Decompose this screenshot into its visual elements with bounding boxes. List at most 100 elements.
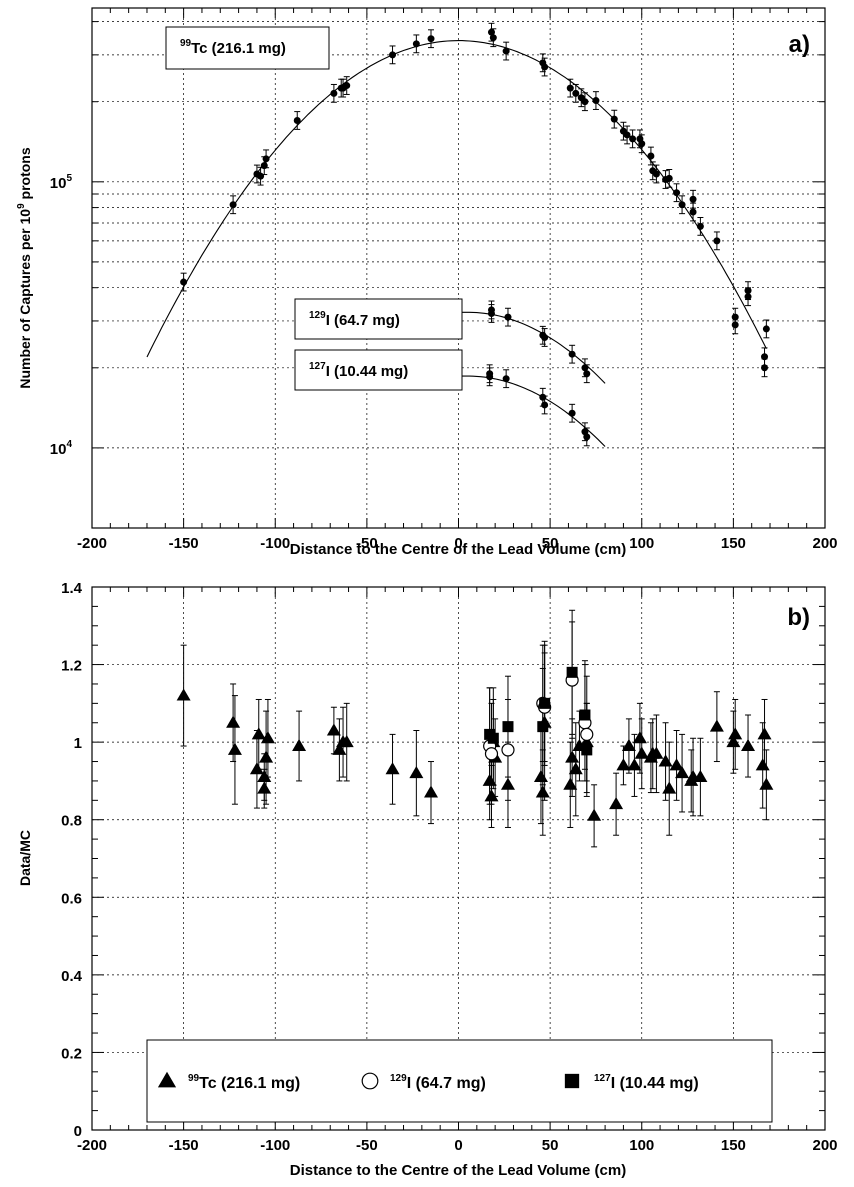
panel-b-data-point	[632, 731, 647, 744]
panel-b: -200 -150 -100 -50 0 50 100 150 200 0 0.2 0.4 0.6 0.8…	[17, 580, 838, 1179]
panel-b-x-tick-label: 50	[542, 1137, 559, 1154]
panel-b-data-point	[385, 762, 400, 775]
panel-a-axis-ticks: -200 -150 -100 -50 0 50 100 150 200 104 105	[50, 8, 838, 552]
panel-a-y-axis-label: Number of Captures per 109 protons	[16, 147, 33, 388]
panel-b-legend-marker	[564, 1073, 580, 1089]
panel-a: -200 -150 -100 -50 0 50 100 150 200 104 105 a) Dis…	[16, 7, 838, 558]
panel-a-x-tick-label: 200	[812, 535, 837, 552]
panel-a-grid	[92, 8, 825, 528]
panel-a-data-point	[638, 140, 646, 148]
panel-b-x-tick-label: 150	[721, 1137, 746, 1154]
panel-b-data-point	[579, 734, 594, 748]
panel-b-data-point	[757, 727, 772, 740]
panel-b-data-point	[502, 721, 514, 733]
panel-b-data-point	[257, 781, 272, 794]
panel-a-data-point	[541, 401, 549, 409]
panel-a-data-point	[539, 393, 547, 401]
panel-a-data-point	[262, 155, 270, 163]
panel-a-data-point	[581, 98, 589, 106]
panel-b-y-tick-label: 1.2	[61, 658, 82, 675]
panel-a-label: a)	[789, 31, 810, 58]
panel-b-y-tick-label: 0.4	[61, 968, 83, 985]
panel-b-data-point	[634, 746, 649, 759]
panel-a-y-tick-label: 104	[50, 439, 73, 458]
panel-a-x-tick-label: 100	[629, 535, 654, 552]
panel-b-data-point	[616, 758, 631, 771]
panel-b-data-point	[501, 743, 515, 757]
panel-b-data-point	[259, 750, 274, 763]
panel-b-x-tick-label: -200	[77, 1137, 107, 1154]
panel-b-y-tick-label: 0.8	[61, 813, 82, 830]
panel-a-data-point	[293, 116, 301, 124]
panel-b-legend-marker	[157, 1071, 177, 1088]
panel-b-x-tick-label: 0	[454, 1137, 462, 1154]
panel-b-data-point	[741, 738, 756, 751]
panel-b-data-point	[227, 742, 242, 755]
panel-a-data-point	[665, 174, 673, 182]
panel-a-data-point	[744, 293, 752, 301]
panel-b-data-point	[726, 734, 741, 748]
panel-b-data-point	[539, 697, 551, 709]
panel-a-data-point	[566, 84, 574, 92]
panel-a-data-point	[389, 51, 397, 59]
panel-b-data-point	[709, 719, 724, 732]
panel-b-data-point	[563, 777, 578, 790]
panel-a-annotation-box	[165, 26, 330, 70]
panel-a-data-point	[486, 373, 494, 381]
panel-a-data-point	[623, 131, 631, 139]
panel-b-data-point	[566, 666, 578, 678]
panel-b-data-point	[621, 738, 636, 751]
panel-a-data-point	[541, 63, 549, 71]
panel-a-data-point	[489, 34, 497, 42]
panel-b-label: b)	[787, 604, 810, 631]
panel-a-data-point	[761, 364, 769, 372]
panel-a-annotation-label: 127I (10.44 mg)	[309, 361, 408, 380]
panel-b-data-point	[176, 688, 191, 701]
panel-b-grid	[92, 587, 825, 1130]
panel-a-data-point	[568, 350, 576, 358]
panel-b-data-point	[292, 738, 307, 751]
panel-a-data-point	[583, 370, 591, 378]
panel-a-data-point	[610, 115, 618, 123]
panel-a-data-point	[652, 170, 660, 178]
panel-b-data-point	[484, 789, 499, 802]
panel-a-annotation-label: 129I (64.7 mg)	[309, 310, 400, 329]
panel-a-data-point	[330, 89, 338, 97]
panel-a-data-point	[581, 364, 589, 372]
panel-a-fit-curves	[146, 40, 767, 447]
panel-b-data-point	[669, 758, 684, 771]
panel-b-data-point	[535, 785, 550, 798]
panel-a-annotation-box	[294, 298, 463, 340]
panel-b-axis-ticks: -200 -150 -100 -50 0 50 100 150 200 0 0.2 0.4 0.6 0.8…	[61, 580, 837, 1154]
panel-a-x-tick-label: 150	[721, 535, 746, 552]
panel-b-data-point	[257, 769, 272, 782]
panel-b-data-point	[728, 727, 743, 740]
panel-a-data-point	[427, 35, 435, 43]
panel-a-data-point	[257, 172, 265, 180]
panel-a-data-point	[572, 89, 580, 97]
panel-a-data-point	[762, 325, 770, 333]
panel-b-legend-label: 99Tc (216.1 mg)	[188, 1073, 300, 1092]
panel-b-legend-marker	[361, 1072, 379, 1090]
panel-a-data-point	[502, 375, 510, 383]
panel-a-x-tick-label: 50	[542, 535, 559, 552]
panel-a-data-point	[678, 201, 686, 209]
panel-a-data-point	[504, 313, 512, 321]
panel-a-data-point	[629, 135, 637, 143]
panel-a-data-point	[647, 152, 655, 160]
panel-a-data-point	[229, 201, 237, 209]
panel-b-data-point	[568, 762, 583, 775]
panel-a-fit-curve-i129	[458, 311, 606, 384]
panel-b-data-point	[482, 773, 497, 786]
panel-a-x-tick-label: -200	[77, 535, 107, 552]
panel-b-y-tick-label: 1.4	[61, 580, 83, 597]
panel-a-annotation-box	[294, 349, 463, 391]
panel-a-data-point	[541, 333, 549, 341]
panel-b-data-point	[533, 769, 548, 782]
panel-a-data-point	[583, 433, 591, 441]
panel-b-x-tick-label: -50	[356, 1137, 378, 1154]
panel-a-x-tick-label: -150	[169, 535, 199, 552]
panel-b-data-point	[226, 715, 241, 728]
panel-b-data-point	[587, 808, 602, 821]
